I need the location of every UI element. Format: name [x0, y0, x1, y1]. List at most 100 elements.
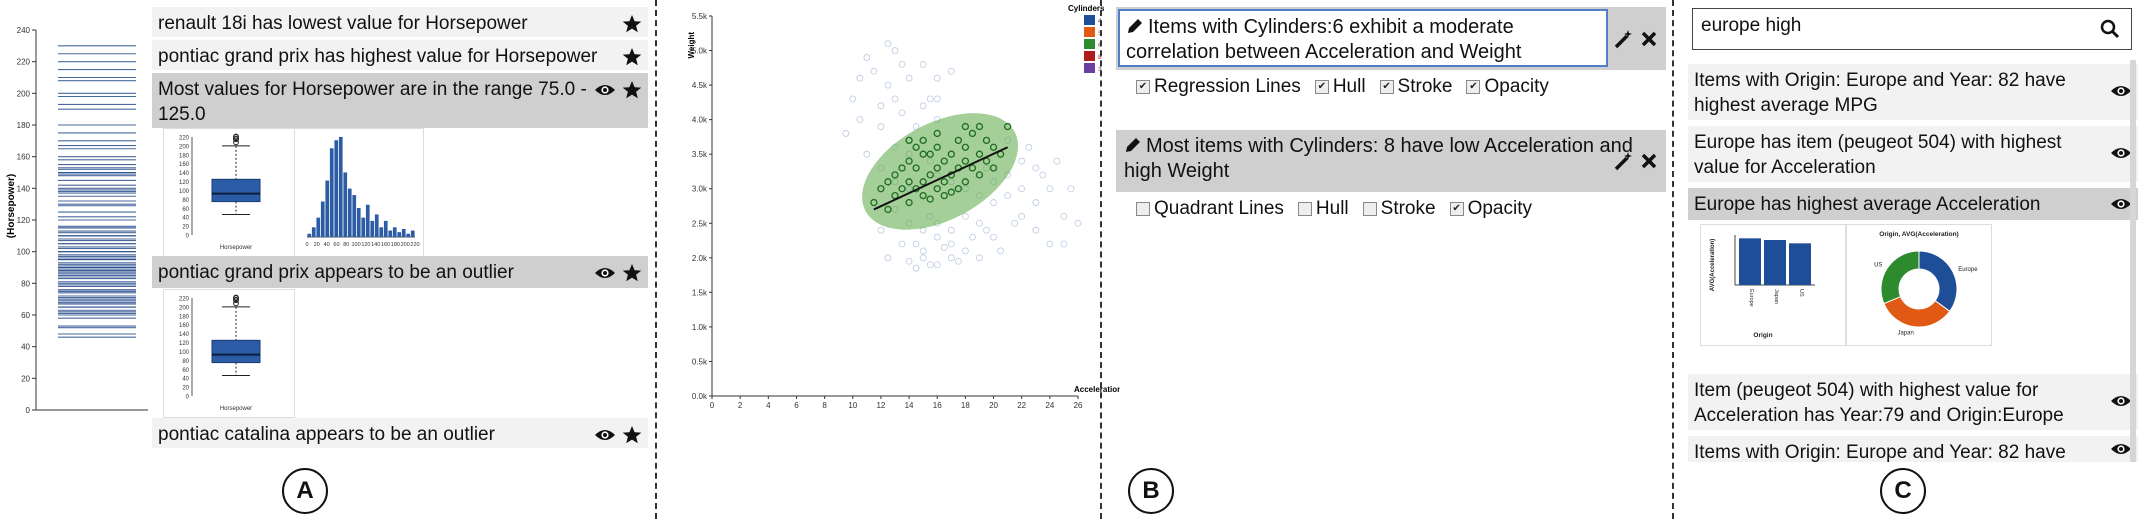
scatter-point-faded	[898, 109, 906, 117]
checkbox[interactable]	[1297, 202, 1312, 216]
magic-wand-icon[interactable]	[1613, 150, 1635, 172]
eye-icon[interactable]	[594, 426, 616, 444]
search-icon[interactable]	[2100, 19, 2120, 39]
option-quadrant-lines[interactable]: Quadrant Lines	[1136, 198, 1284, 220]
boxplot-tick-label: 0	[186, 395, 190, 401]
scrollbar[interactable]	[2130, 60, 2136, 462]
search-result-item[interactable]: Item (peugeot 504) with highest value fo…	[1688, 374, 2138, 430]
mini-donut-slice	[1918, 250, 1958, 313]
checkbox[interactable]: ✔	[1449, 202, 1464, 216]
close-icon[interactable]	[1640, 152, 1658, 170]
boxplot-thumbnail[interactable]: 0 20 40 60 80 100 120 140 160 180 200 220 Horsepower	[163, 289, 295, 418]
scatter-x-tick-label: 14	[905, 401, 914, 410]
histogram-bar	[383, 220, 388, 237]
scatter-point-cylinders-6	[961, 178, 970, 186]
star-icon[interactable]	[622, 47, 642, 67]
scatter-point-cylinders-6	[947, 150, 955, 158]
star-icon[interactable]	[622, 425, 642, 445]
close-icon[interactable]	[1640, 30, 1658, 48]
option-regression-lines[interactable]: ✔ Regression Lines	[1136, 76, 1301, 98]
insight-text: Most items with Cylinders: 8 have low Ac…	[1124, 135, 1633, 182]
checkbox[interactable]	[1136, 202, 1150, 216]
option-label: Stroke	[1397, 76, 1453, 97]
insight-card-highest-horsepower[interactable]: pontiac grand prix has highest value for…	[152, 40, 648, 70]
eye-icon[interactable]	[2110, 144, 2132, 162]
option-opacity[interactable]: ✔ Opacity	[1449, 198, 1532, 220]
scatter-point-faded	[1018, 185, 1026, 193]
pencil-icon[interactable]	[1124, 136, 1142, 154]
scatter-point-cylinders-6	[926, 195, 934, 203]
boxplot-tick-label: 60	[182, 207, 189, 213]
search-input[interactable]: europe high	[1692, 8, 2132, 50]
boxplot-tick-label: 160	[179, 162, 190, 168]
eye-icon[interactable]	[594, 264, 616, 282]
eye-icon[interactable]	[2110, 82, 2132, 100]
eye-icon[interactable]	[2110, 195, 2132, 213]
histogram-bar	[352, 195, 357, 237]
scatter-point-cylinders-6	[940, 191, 948, 200]
histogram-bar	[307, 233, 312, 237]
scatter-point-faded	[990, 233, 997, 241]
search-result-item[interactable]: Items with Origin: Europe and Year: 82 h…	[1688, 64, 2138, 120]
eye-icon[interactable]	[2110, 440, 2132, 458]
strip-tick-label: 0	[26, 406, 31, 415]
scatter-point-cylinders-6	[961, 122, 970, 131]
scatter-point-cylinders-6	[961, 143, 970, 151]
scatter-x-tick-label: 4	[766, 401, 771, 410]
strip-tick-label: 140	[17, 184, 31, 193]
star-icon[interactable]	[622, 80, 642, 100]
boxplot-tick-label: 0	[186, 234, 190, 240]
boxplot-tick-label: 120	[179, 180, 190, 186]
star-icon[interactable]	[622, 14, 642, 34]
histogram-thumbnail[interactable]: 0 20 40 60 80 100 120 140 160 180 200 220	[294, 128, 424, 257]
star-icon[interactable]	[622, 263, 642, 283]
option-label: Regression Lines	[1154, 76, 1301, 97]
result-text: Items with Origin: Europe and Year: 82 h…	[1694, 70, 2066, 116]
option-stroke[interactable]: ✔ Stroke	[1379, 76, 1453, 98]
histogram-bar	[388, 230, 393, 237]
option-hull[interactable]: Hull	[1297, 198, 1349, 220]
panel-label-b: B	[1128, 468, 1174, 514]
search-result-item[interactable]: Items with Origin: Europe and Year: 82 h…	[1688, 436, 2138, 462]
mini-bar-chart[interactable]: Europe Japan US AVG(Acceleration) Origin	[1700, 224, 1846, 346]
horsepower-strip-plot: (Horsepower) 0 20 40 60 80 100 120 140 160 180 200…	[6, 26, 148, 415]
insight-card-outlier-catalina[interactable]: pontiac catalina appears to be an outlie…	[152, 418, 648, 448]
mini-donut-chart[interactable]: Origin, AVG(Acceleration) Europe Japan US	[1846, 224, 1992, 346]
mini-bar-x-label: Origin	[1753, 332, 1772, 339]
option-opacity[interactable]: ✔ Opacity	[1466, 76, 1549, 98]
scatter-y-tick-label: 4.5k	[692, 81, 708, 90]
checkbox[interactable]	[1362, 202, 1377, 216]
boxplot-outlier	[233, 296, 239, 303]
scatter-point-faded	[905, 74, 913, 82]
scatter-y-tick-label: 0.0k	[692, 392, 708, 401]
boxplot-tick-label: 40	[182, 216, 189, 222]
mini-bar-category-label: US	[1798, 289, 1804, 297]
checkbox[interactable]: ✔	[1136, 80, 1150, 94]
boxplot-tick-label: 200	[179, 144, 190, 150]
eye-icon[interactable]	[2110, 392, 2132, 410]
magic-wand-icon[interactable]	[1613, 28, 1635, 50]
checkbox[interactable]: ✔	[1379, 80, 1394, 94]
insight-card-lowest-horsepower[interactable]: renault 18i has lowest value for Horsepo…	[152, 7, 648, 37]
search-result-item-selected[interactable]: Europe has highest average Acceleration	[1688, 188, 2138, 220]
insight-card-cylinders-8[interactable]: Most items with Cylinders: 8 have low Ac…	[1116, 130, 1666, 192]
boxplot-tick-label: 80	[182, 198, 189, 204]
option-label: Hull	[1315, 198, 1349, 219]
option-label: Opacity	[1467, 198, 1532, 219]
scatter-point-faded	[905, 257, 913, 265]
search-result-item[interactable]: Europe has item (peugeot 504) with highe…	[1688, 126, 2138, 182]
boxplot-thumbnail[interactable]: 0 20 40 60 80 100 120 140 160 180 200 220 Horsepower	[163, 128, 295, 257]
checkbox[interactable]: ✔	[1314, 80, 1329, 94]
insight-edit-field[interactable]: Items with Cylinders:6 exhibit a moderat…	[1118, 9, 1608, 67]
scatter-point-cylinders-6	[989, 143, 998, 151]
insight-card-outlier-grand-prix[interactable]: pontiac grand prix appears to be an outl…	[152, 256, 648, 288]
scatter-plot[interactable]: Weight Acceleration Cylinders 0.0k 0.5k 1.…	[660, 0, 1120, 420]
eye-icon[interactable]	[594, 81, 616, 99]
option-stroke[interactable]: Stroke	[1362, 198, 1436, 220]
option-hull[interactable]: ✔ Hull	[1314, 76, 1366, 98]
checkbox[interactable]: ✔	[1466, 80, 1481, 94]
scatter-y-label: Weight	[687, 32, 696, 59]
scatter-point-faded	[912, 240, 920, 248]
insight-card-range[interactable]: Most values for Horsepower are in the ra…	[152, 73, 648, 128]
pencil-icon[interactable]	[1126, 17, 1144, 35]
